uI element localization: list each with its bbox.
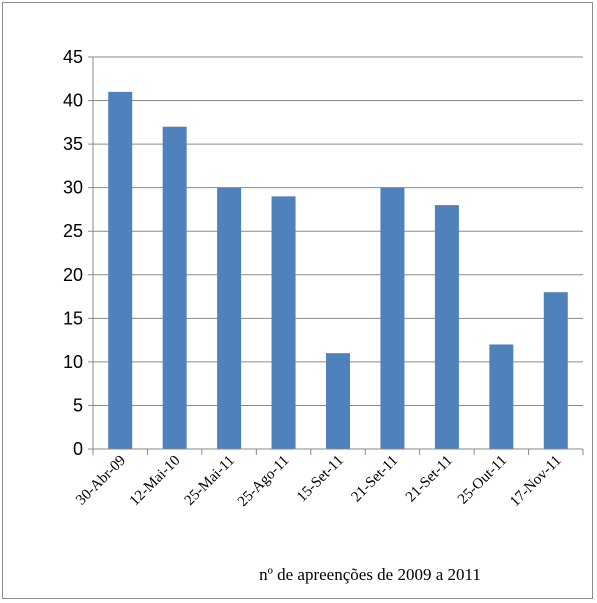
bar	[217, 187, 242, 449]
bar	[380, 187, 405, 449]
bar	[543, 292, 568, 449]
bar	[162, 126, 187, 449]
x-tick-label: 30-Abr-09	[73, 453, 129, 509]
bars	[108, 91, 568, 449]
y-tick-label: 40	[63, 91, 83, 111]
y-tick-label: 15	[63, 308, 83, 328]
x-tick-label: 25-Out-11	[455, 453, 510, 508]
y-tick-label: 45	[63, 47, 83, 67]
x-tick-label: 12-Mai-10	[127, 453, 184, 510]
bar	[326, 353, 350, 449]
bar	[434, 205, 459, 449]
y-tick-label: 35	[63, 134, 83, 154]
bar	[489, 344, 514, 449]
x-axis-label: nº de apreenções de 2009 a 2011	[259, 565, 481, 584]
x-tick-label: 17-Nov-11	[507, 453, 564, 510]
bar	[271, 196, 296, 449]
axes	[92, 57, 583, 450]
bar	[108, 91, 133, 449]
x-tick-label: 21-Set-11	[403, 453, 456, 506]
y-tick-label: 20	[63, 265, 83, 285]
x-tick-label: 15-Set-11	[294, 453, 347, 506]
x-tick-label: 21-Set-11	[349, 453, 402, 506]
y-tick-label: 10	[63, 352, 83, 372]
x-tick-label: 25-Mai-11	[182, 453, 238, 509]
y-tick-label: 30	[63, 178, 83, 198]
x-tick-label: 25-Ago-11	[235, 453, 292, 510]
y-axis-ticks: 0 5 10 15 20 25 30 35 40 45	[63, 47, 93, 459]
y-tick-label: 0	[73, 439, 83, 459]
y-tick-label: 25	[63, 221, 83, 241]
y-tick-label: 5	[73, 395, 83, 415]
